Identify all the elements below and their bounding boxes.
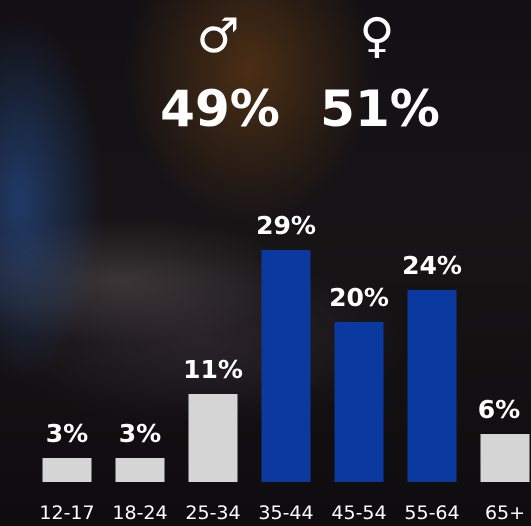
data-label-18-24: 3%	[119, 419, 161, 448]
female-percentage: 51%	[320, 80, 440, 138]
data-label-35-44: 29%	[256, 211, 316, 240]
bar-55-64	[407, 290, 457, 482]
bar-65+	[480, 434, 530, 482]
data-label-45-54: 20%	[329, 283, 389, 312]
bar-35-44	[261, 250, 311, 482]
tick-label-55-64: 55-64	[404, 502, 459, 524]
tick-label-25-34: 25-34	[185, 502, 240, 524]
data-label-12-17: 3%	[46, 419, 88, 448]
bar-45-54	[334, 322, 384, 482]
male-percentage: 49%	[160, 80, 280, 138]
bar-18-24	[115, 458, 165, 482]
data-label-55-64: 24%	[402, 251, 462, 280]
tick-label-12-17: 12-17	[39, 502, 94, 524]
data-label-65+: 6%	[478, 395, 520, 424]
bar-25-34	[188, 394, 238, 482]
tick-label-65+: 65+	[485, 502, 525, 524]
tick-label-18-24: 18-24	[112, 502, 167, 524]
data-label-25-34: 11%	[183, 355, 243, 384]
tick-label-45-54: 45-54	[331, 502, 386, 524]
tick-label-35-44: 35-44	[258, 502, 313, 524]
bar-12-17	[42, 458, 92, 482]
female-symbol-icon: ♀	[359, 8, 395, 64]
male-symbol-icon: ♂	[196, 8, 240, 64]
